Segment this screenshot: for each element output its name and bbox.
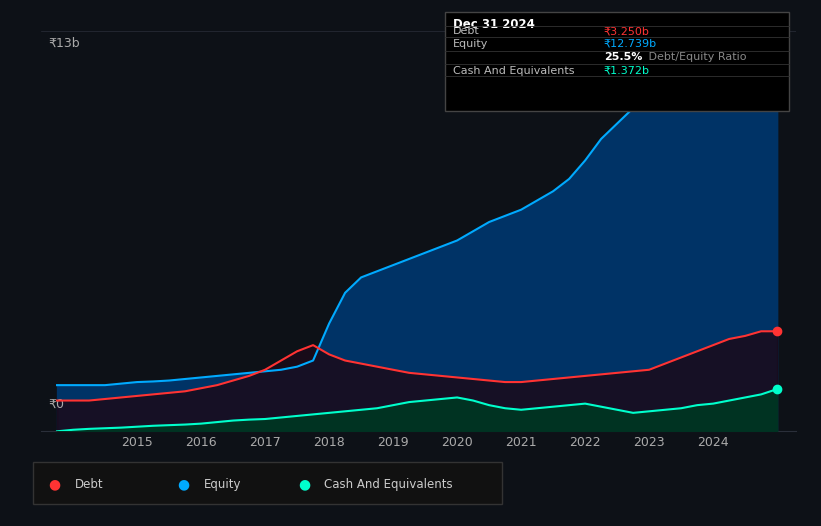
Text: Debt: Debt bbox=[75, 478, 103, 491]
Text: ₹1.372b: ₹1.372b bbox=[603, 66, 649, 76]
Text: 25.5%: 25.5% bbox=[603, 52, 642, 63]
Text: Debt: Debt bbox=[452, 26, 479, 36]
Text: Dec 31 2024: Dec 31 2024 bbox=[452, 18, 534, 31]
Text: ₹3.250b: ₹3.250b bbox=[603, 26, 649, 36]
FancyBboxPatch shape bbox=[445, 12, 789, 112]
Text: ●: ● bbox=[177, 478, 189, 491]
Text: ₹0: ₹0 bbox=[48, 398, 65, 411]
Text: Cash And Equivalents: Cash And Equivalents bbox=[324, 478, 453, 491]
Text: ●: ● bbox=[298, 478, 310, 491]
Text: Equity: Equity bbox=[204, 478, 241, 491]
Text: Cash And Equivalents: Cash And Equivalents bbox=[452, 66, 574, 76]
FancyBboxPatch shape bbox=[34, 462, 502, 504]
Text: ₹12.739b: ₹12.739b bbox=[603, 39, 657, 49]
Text: Equity: Equity bbox=[452, 39, 488, 49]
Text: ●: ● bbox=[48, 478, 61, 491]
Text: ₹13b: ₹13b bbox=[48, 37, 80, 49]
Text: Debt/Equity Ratio: Debt/Equity Ratio bbox=[645, 52, 747, 63]
